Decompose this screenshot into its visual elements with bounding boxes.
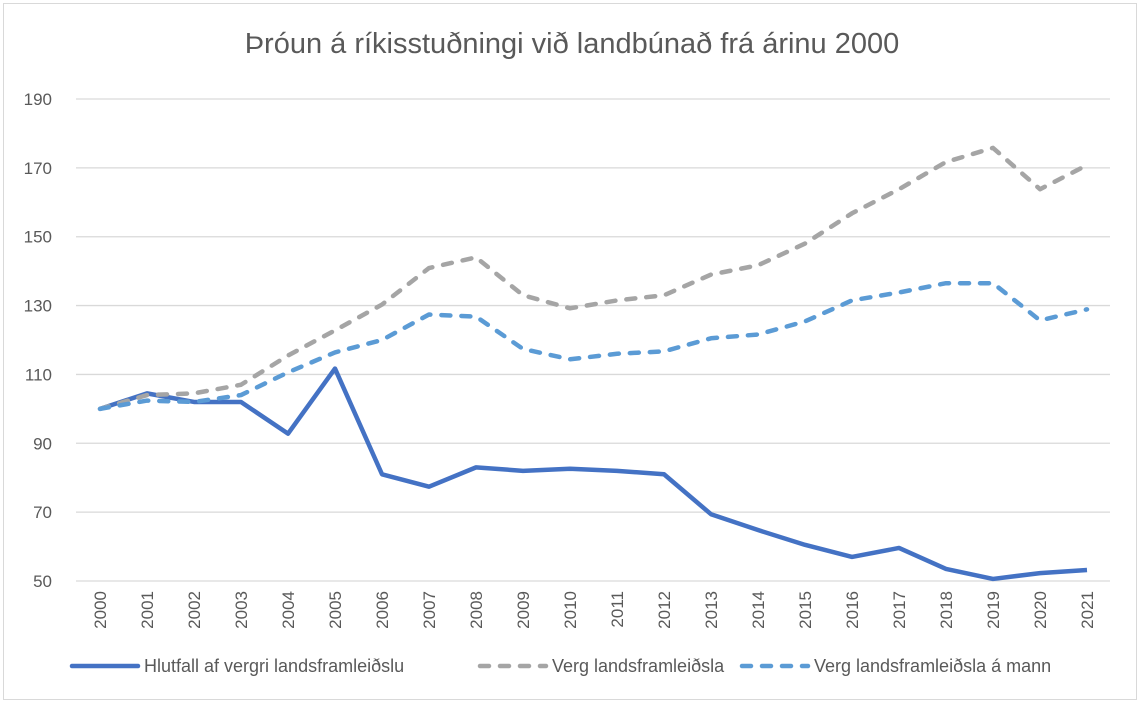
x-tick-label: 2009 — [514, 591, 533, 629]
y-tick-label: 190 — [24, 90, 52, 109]
y-tick-label: 150 — [24, 228, 52, 247]
x-tick-label: 2007 — [420, 591, 439, 629]
x-tick-label: 2012 — [655, 591, 674, 629]
x-tick-label: 2010 — [561, 591, 580, 629]
y-tick-label: 130 — [24, 297, 52, 316]
x-tick-label: 2001 — [138, 591, 157, 629]
chart-frame — [3, 3, 1137, 700]
x-tick-label: 2008 — [467, 591, 486, 629]
x-tick-label: 2013 — [702, 591, 721, 629]
x-tick-label: 2016 — [843, 591, 862, 629]
x-tick-label: 2003 — [232, 591, 251, 629]
chart-title: Þróun á ríkisstuðningi við landbúnað frá… — [244, 28, 900, 60]
series-line-1 — [97, 145, 1090, 412]
x-tick-label: 2002 — [185, 591, 204, 629]
x-tick-label: 2004 — [279, 591, 298, 629]
x-tick-label: 2000 — [91, 591, 110, 629]
y-tick-label: 70 — [33, 503, 52, 522]
x-tick-label: 2014 — [749, 591, 768, 629]
x-tick-label: 2019 — [984, 591, 1003, 629]
x-tick-label: 2015 — [796, 591, 815, 629]
legend-label-2: Verg landsframleiðsla á mann — [814, 656, 1051, 676]
x-tick-label: 2011 — [608, 591, 627, 628]
x-tick-label: 2006 — [373, 591, 392, 629]
series-line-0 — [99, 366, 1088, 582]
legend-label-1: Verg landsframleiðsla — [552, 656, 725, 676]
x-tick-label: 2005 — [326, 591, 345, 629]
legend-label-0: Hlutfall af vergri landsframleiðslu — [144, 656, 404, 676]
x-tick-label: 2020 — [1031, 591, 1050, 629]
y-tick-label: 50 — [33, 572, 52, 591]
x-tick-label: 2021 — [1078, 591, 1097, 629]
series-line-2 — [97, 280, 1090, 412]
y-tick-label: 90 — [33, 434, 52, 453]
x-tick-label: 2017 — [890, 591, 909, 629]
y-tick-label: 110 — [25, 365, 52, 384]
y-tick-label: 170 — [24, 159, 52, 178]
x-tick-label: 2018 — [937, 591, 956, 629]
